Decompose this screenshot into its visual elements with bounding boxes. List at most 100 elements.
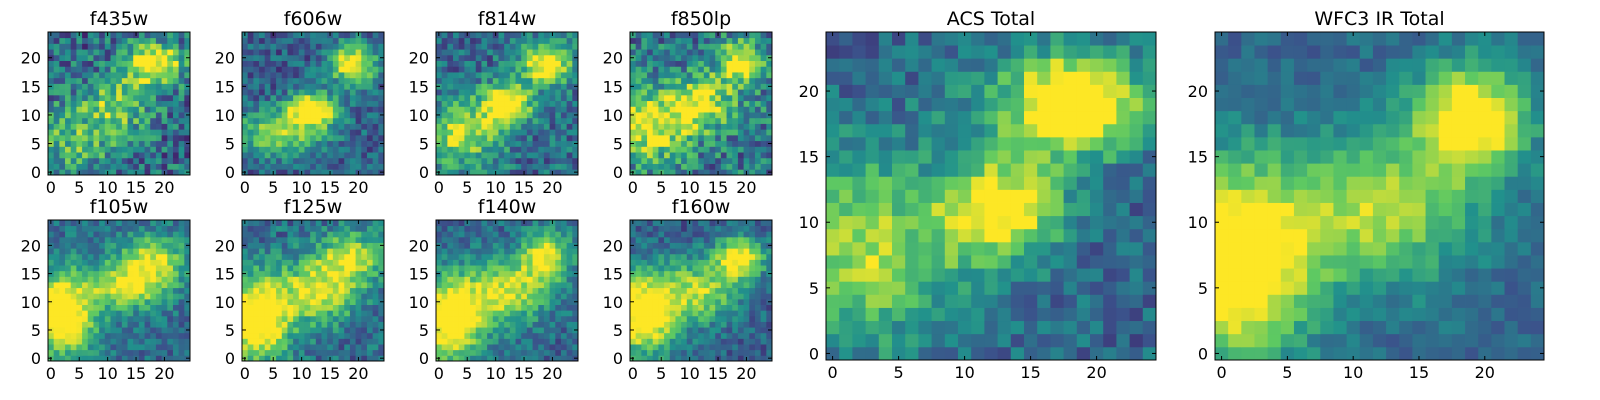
heatmap-cell [436,72,443,79]
heatmap-cell [110,321,117,328]
heatmap-cell [338,94,345,102]
heatmap-cell [681,287,688,294]
heatmap-cell [65,94,72,102]
heatmap-cell [464,123,471,130]
heatmap-cell [441,163,448,170]
heatmap-cell [298,236,305,243]
heatmap-cell [572,72,579,79]
heatmap-cell [630,134,637,142]
heatmap-cell [686,123,693,130]
heatmap-cell [167,60,174,67]
heatmap-cell [70,310,77,317]
heatmap-cell [658,310,665,317]
heatmap-cell [458,225,465,232]
heatmap-cell [70,123,77,130]
heatmap-cell [104,236,111,243]
heatmap-cell [110,140,117,147]
heatmap-cell [720,89,727,96]
heatmap-cell [515,32,522,39]
heatmap-cell [355,344,362,351]
heatmap-cell [532,338,539,345]
heatmap-cell [155,100,162,107]
heatmap-cell [53,89,60,96]
heatmap-cell [504,32,511,39]
heatmap-cell [470,43,477,50]
heatmap-cell [338,242,345,249]
heatmap-cell [355,54,362,61]
heatmap-cell [167,265,174,272]
heatmap-cell [492,225,499,232]
heatmap-cell [504,259,511,266]
heatmap-cell [293,169,300,176]
heatmap-cell [121,276,128,283]
heatmap-cell [59,242,66,249]
heatmap-cell [349,112,356,119]
heatmap-cell [110,37,117,44]
heatmap-cell [76,276,83,283]
heatmap-cell [161,344,168,351]
heatmap-cell [65,77,72,84]
heatmap-cell [566,140,573,147]
heatmap-cell [453,112,460,119]
heatmap-cell [698,338,705,345]
heatmap-cell [447,49,454,56]
heatmap-cell [247,276,254,283]
heatmap-cell [144,298,151,305]
heatmap-cell [509,236,516,243]
heatmap-cells [242,220,385,362]
heatmap-cell [492,100,499,107]
heatmap-cell [641,146,648,153]
heatmap-cell [481,152,488,159]
heatmap-cell [549,157,556,164]
heatmap-cell [178,43,185,50]
heatmap-cell [447,298,454,305]
heatmap-cell [70,265,77,272]
heatmap-cell [709,298,716,305]
heatmap-cell [555,152,562,159]
heatmap-cell [720,344,727,351]
heatmap-cell [276,94,283,102]
heatmap-cell [549,72,556,79]
heatmap-cell [338,43,345,50]
heatmap-cell [104,327,111,334]
heatmap-cell [315,157,322,164]
heatmap-cell [760,169,767,176]
heatmap-cell [675,129,682,136]
heatmap-cell [116,146,123,153]
heatmap-cell [464,304,471,311]
heatmap-cell [172,140,180,147]
heatmap-cell [287,287,294,294]
heatmap-cell [566,327,573,334]
heatmap-cell [172,236,180,243]
heatmap-cell [504,332,511,339]
heatmap-cell [464,236,471,243]
heatmap-cell [127,89,134,96]
heatmap-cell [475,146,482,153]
heatmap-cell [104,248,111,255]
heatmap-cell [566,112,573,119]
heatmap-cell [572,89,579,96]
heatmap-cell [70,89,77,96]
heatmap-cell [259,66,266,73]
heatmap-cell [138,355,145,362]
heatmap-cell [715,152,722,159]
heatmap-cell [715,112,722,119]
heatmap-cell [372,32,379,39]
heatmap-cell [178,89,185,96]
heatmap-cell [161,112,168,119]
heatmap-cell [481,32,488,39]
heatmap-cell [59,134,66,142]
heatmap-cell [475,321,482,328]
heatmap-cell [276,338,283,345]
heatmap-cell [515,287,522,294]
heatmap-cell [344,315,351,322]
heatmap-cell [259,253,266,260]
heatmap-cell [70,106,77,113]
heatmap-cell [87,327,94,334]
heatmap-cell [498,236,505,243]
heatmap-cell [138,287,145,294]
heatmap-cell [698,100,705,107]
heatmap-cell [453,298,460,305]
heatmap-cell [310,129,317,136]
heatmap-cell [703,77,710,84]
